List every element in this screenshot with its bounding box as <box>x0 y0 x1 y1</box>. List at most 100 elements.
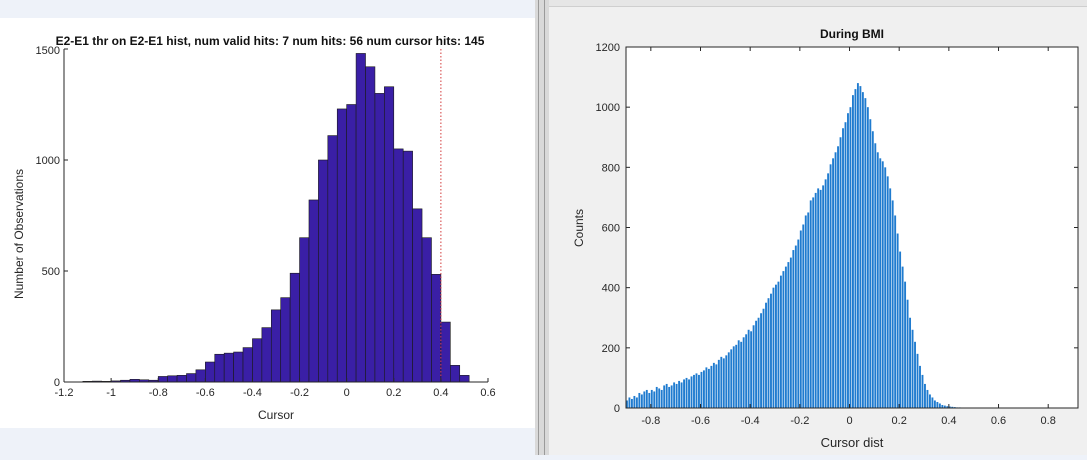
x-tick-label: 0.8 <box>1041 415 1056 427</box>
histogram-bar <box>168 376 177 382</box>
histogram-bar <box>224 353 233 382</box>
histogram-bar <box>328 136 337 382</box>
histogram-bar <box>909 318 911 408</box>
histogram-bar <box>835 152 837 408</box>
histogram-bar <box>671 385 673 408</box>
histogram-bar <box>281 298 290 382</box>
histogram-bar <box>643 391 645 408</box>
histogram-bar <box>832 158 834 408</box>
histogram-bar <box>705 367 707 408</box>
histogram-bar <box>740 342 742 408</box>
histogram-bar <box>802 224 804 408</box>
histogram-bar <box>653 391 655 408</box>
histogram-bar <box>656 387 658 408</box>
histogram-bar <box>768 298 770 408</box>
histogram-bar <box>300 238 309 382</box>
y-tick-label: 400 <box>602 283 620 295</box>
histogram-bar <box>780 276 782 408</box>
histogram-bar <box>859 86 861 408</box>
histogram-bar <box>234 352 243 382</box>
histogram-bar <box>431 274 440 382</box>
histogram-bar <box>271 310 280 382</box>
histogram-bar <box>777 282 779 408</box>
histogram-bar <box>936 402 938 408</box>
histogram-bar <box>889 188 891 408</box>
histogram-bar <box>750 331 752 408</box>
histogram-bar <box>710 366 712 408</box>
histogram-bar <box>158 376 167 382</box>
histogram-bar <box>787 262 789 408</box>
y-tick-label: 200 <box>602 343 620 355</box>
histogram-bar <box>186 374 195 382</box>
histogram-bar <box>309 200 318 382</box>
histogram-bar <box>830 164 832 408</box>
x-tick-label: 0.2 <box>892 415 907 427</box>
histogram-bar <box>872 131 874 408</box>
histogram-bar <box>763 309 765 408</box>
histogram-bar <box>760 313 762 408</box>
histogram-bar <box>817 188 819 408</box>
x-axis-label: Cursor dist <box>821 435 884 450</box>
histogram-bar <box>805 215 807 408</box>
histogram-bar <box>894 215 896 408</box>
x-axis-label: Cursor <box>258 408 294 422</box>
histogram-bar <box>842 128 844 408</box>
histogram-bar <box>678 381 680 408</box>
histogram-bar <box>755 321 757 408</box>
histogram-bar <box>899 252 901 408</box>
figure-toolbar[interactable] <box>549 0 1087 7</box>
histogram-bar <box>648 393 650 408</box>
histogram-bar <box>450 365 459 382</box>
histogram-bar <box>847 113 849 408</box>
x-tick-label: -0.4 <box>741 415 760 427</box>
histogram-bar <box>745 334 747 408</box>
histogram-bar <box>658 388 660 408</box>
chart-title: During BMI <box>820 27 884 41</box>
histogram-bar <box>703 370 705 408</box>
histogram-bar <box>215 354 224 382</box>
histogram-bar <box>904 282 906 408</box>
histogram-bar <box>636 397 638 408</box>
histogram-bar <box>907 300 909 408</box>
histogram-bar <box>775 285 777 408</box>
histogram-bar <box>929 394 931 408</box>
histogram-bar <box>810 200 812 408</box>
histogram-bar <box>785 267 787 408</box>
histogram-bar <box>631 399 633 408</box>
histogram-bars <box>83 53 469 382</box>
y-tick-label: 0 <box>54 377 60 389</box>
histogram-bar <box>815 193 817 408</box>
y-tick-label: 1000 <box>36 155 60 167</box>
histogram-bar <box>696 373 698 408</box>
histogram-bar <box>725 355 727 408</box>
histogram-bar <box>827 173 829 408</box>
histogram-bar <box>792 250 794 408</box>
x-tick-label: 0 <box>846 415 852 427</box>
window-divider[interactable] <box>535 0 549 455</box>
histogram-bar <box>770 294 772 408</box>
histogram-bar <box>877 152 879 408</box>
histogram-bar <box>676 384 678 408</box>
histogram-bar <box>837 146 839 408</box>
histogram-bar <box>884 167 886 408</box>
y-tick-label: 600 <box>602 223 620 235</box>
x-tick-label: 0.4 <box>433 387 448 399</box>
histogram-bar <box>638 393 640 408</box>
window-top-strip <box>0 0 535 18</box>
histogram-bar <box>919 366 921 408</box>
x-tick-label: 0.6 <box>480 387 495 399</box>
histogram-bar <box>758 318 760 408</box>
histogram-bar <box>693 375 695 408</box>
x-tick-label: -1 <box>106 387 116 399</box>
histogram-bar <box>917 354 919 408</box>
histogram-bar <box>691 376 693 408</box>
histogram-bar <box>663 385 665 408</box>
x-tick-label: -0.2 <box>790 415 809 427</box>
histogram-bar <box>718 360 720 408</box>
histogram-bar <box>668 387 670 408</box>
histogram-bar <box>854 89 856 408</box>
histogram-bar <box>850 107 852 408</box>
histogram-bar <box>790 258 792 408</box>
histogram-bar <box>902 267 904 408</box>
